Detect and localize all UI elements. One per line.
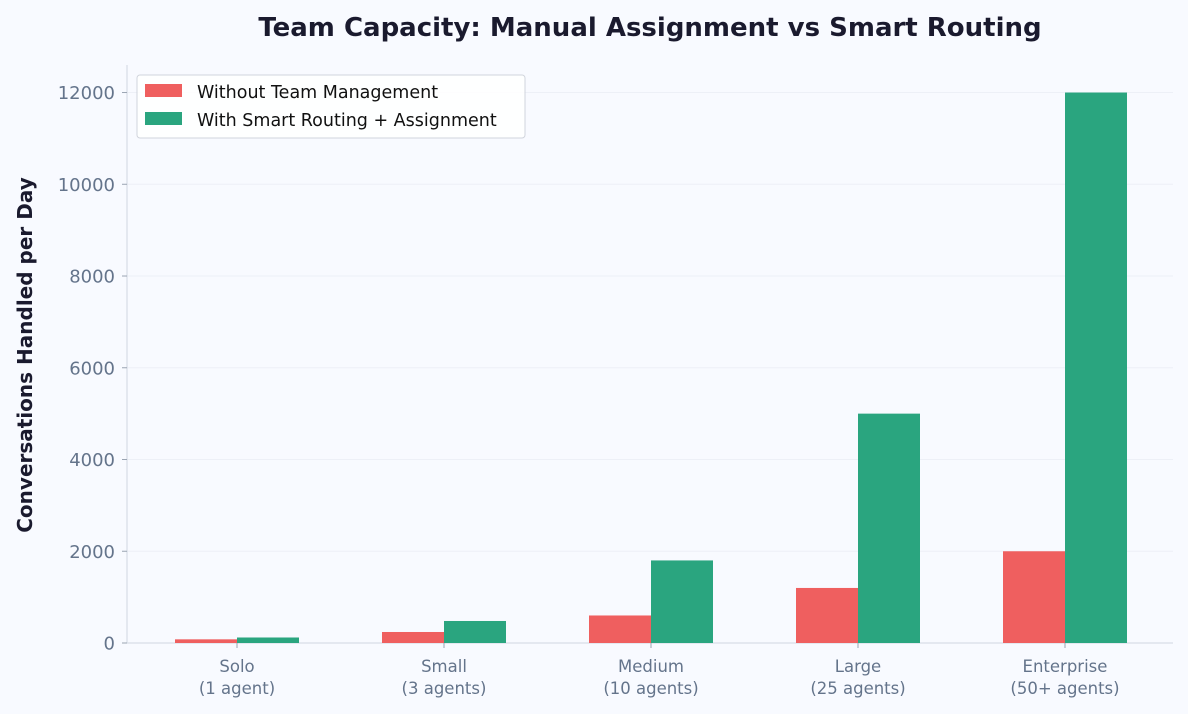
legend-label-without-team-management: Without Team Management — [197, 83, 438, 103]
bar-medium-without-team-management — [589, 615, 651, 643]
x-tick-label-solo-sub: (1 agent) — [199, 679, 275, 698]
bar-large-without-team-management — [796, 587, 858, 643]
x-tick-label-solo: Solo — [219, 657, 254, 676]
chart-title: Team Capacity: Manual Assignment vs Smar… — [258, 13, 1041, 43]
y-tick-label-6000: 6000 — [69, 358, 115, 379]
x-tick-label-small: Small — [421, 657, 467, 676]
y-tick-label-4000: 4000 — [69, 450, 115, 471]
legend-swatch-without-team-management — [145, 84, 182, 97]
y-tick-label-8000: 8000 — [69, 267, 115, 288]
bar-solo-with-smart-routing-assignment — [237, 637, 299, 643]
bar-solo-without-team-management — [175, 639, 237, 643]
y-axis-label: Conversations Handled per Day — [13, 177, 37, 533]
y-tick-label-0: 0 — [104, 634, 115, 655]
x-tick-label-enterprise-sub: (50+ agents) — [1010, 679, 1119, 698]
bar-small-without-team-management — [382, 631, 444, 643]
x-tick-label-enterprise: Enterprise — [1023, 657, 1108, 676]
x-tick-label-large-sub: (25 agents) — [810, 679, 905, 698]
legend-swatch-with-smart-routing — [145, 112, 182, 125]
x-tick-label-small-sub: (3 agents) — [402, 679, 487, 698]
bar-enterprise-with-smart-routing-assignment — [1065, 92, 1127, 644]
legend: Without Team Management With Smart Routi… — [136, 74, 526, 139]
x-tick-labels: Solo (1 agent) Small (3 agents) Medium (10 ag… — [199, 643, 1120, 698]
legend-box — [136, 74, 526, 139]
x-tick-label-medium: Medium — [618, 657, 684, 676]
y-tick-labels: 0 2000 4000 6000 8000 10000 12000 — [58, 83, 127, 655]
y-tick-label-12000: 12000 — [58, 83, 115, 104]
x-tick-label-medium-sub: (10 agents) — [603, 679, 698, 698]
bar-medium-with-smart-routing-assignment — [651, 560, 713, 643]
legend-label-with-smart-routing: With Smart Routing + Assignment — [197, 111, 497, 131]
bar-large-with-smart-routing-assignment — [858, 413, 920, 643]
bar-small-with-smart-routing-assignment — [444, 620, 506, 643]
y-tick-label-2000: 2000 — [69, 542, 115, 563]
grid-lines — [127, 92, 1173, 552]
y-tick-label-10000: 10000 — [58, 175, 115, 196]
x-tick-label-large: Large — [835, 657, 881, 676]
bars — [175, 92, 1127, 644]
bar-enterprise-without-team-management — [1003, 551, 1065, 643]
